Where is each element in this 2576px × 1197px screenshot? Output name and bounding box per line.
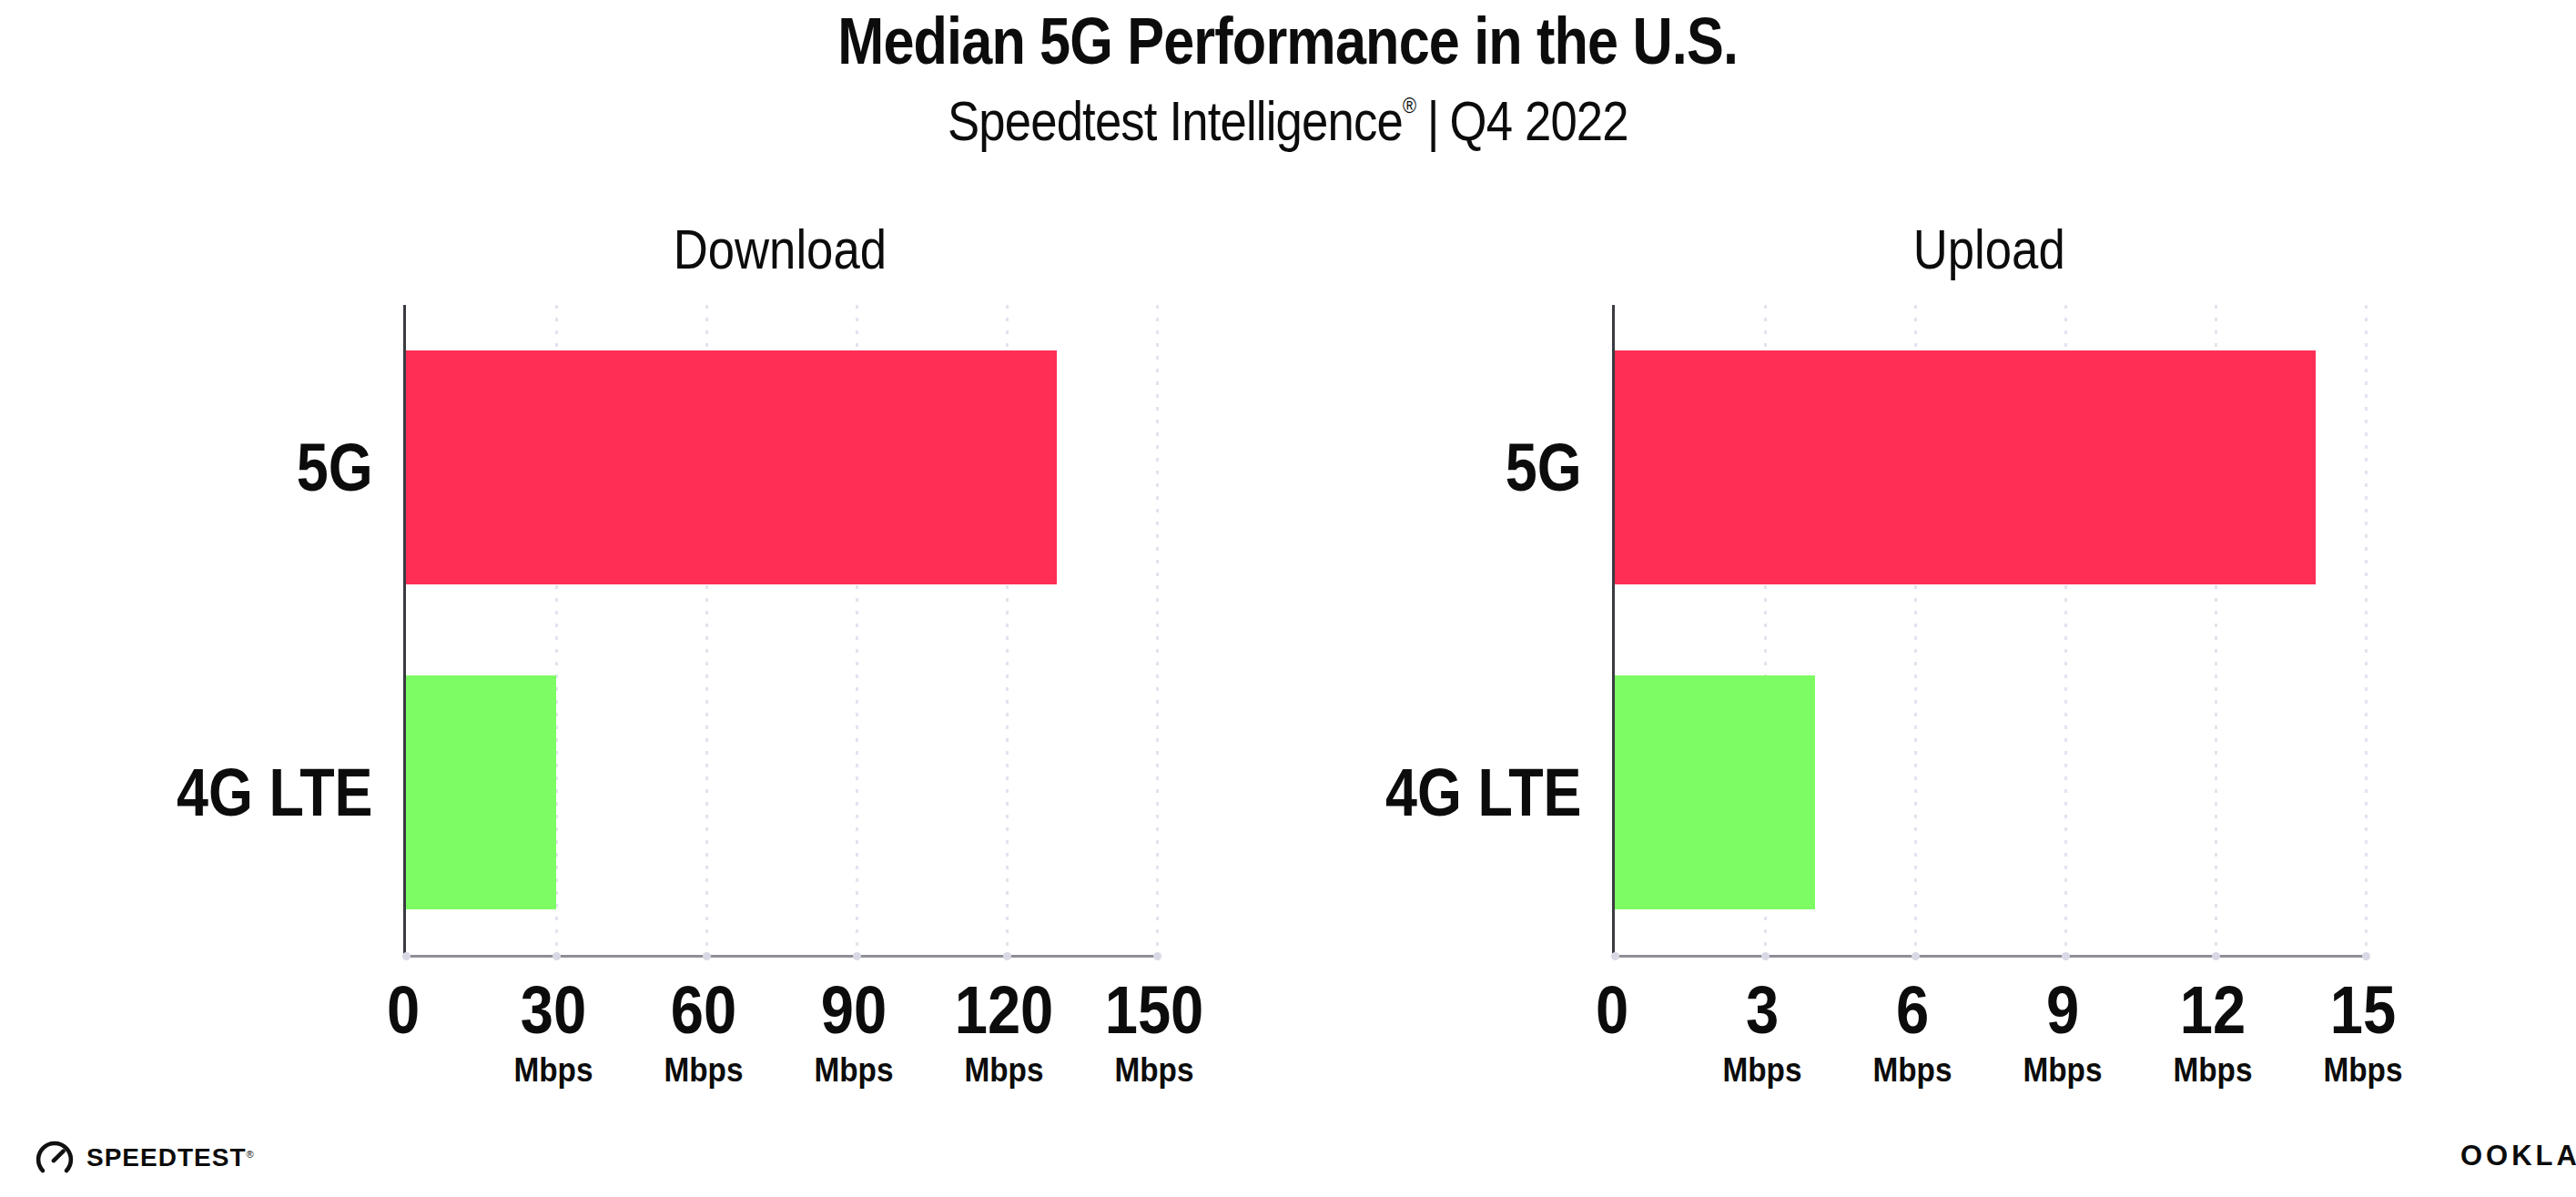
axis-tick-dot — [2362, 952, 2370, 960]
category-labels: 5G 4G LTE — [1172, 305, 1582, 955]
bar-4g-lte — [406, 675, 556, 910]
x-tick-value: 3 — [1723, 977, 1800, 1044]
x-tick-0: 0 — [1593, 960, 1630, 1044]
speedtest-logo-text: SPEEDTEST® — [86, 1145, 255, 1171]
chart-panel: Download 5G4G LTE 030Mbps60Mbps90Mbps120… — [0, 218, 1165, 1129]
page-title: Median 5G Performance in the U.S. — [0, 5, 2576, 77]
x-tick-3: 3 Mbps — [1719, 960, 1807, 1087]
axis-tick-dot — [1153, 952, 1161, 960]
x-tick-unit: Mbps — [2023, 1053, 2103, 1087]
axis-tick-dot — [703, 952, 711, 960]
chart-title-download: Download — [403, 218, 1157, 280]
registered-mark: ® — [1403, 93, 1416, 117]
ookla-logo: OOKLA® — [2460, 1141, 2576, 1170]
bar-5g — [1615, 350, 2316, 585]
x-tick-unit: Mbps — [953, 1053, 1054, 1087]
x-tick-value: 0 — [387, 977, 420, 1044]
x-tick-value: 90 — [815, 977, 892, 1044]
x-tick-unit: Mbps — [664, 1053, 744, 1087]
x-tick-120: 120 Mbps — [948, 960, 1060, 1087]
bar-4g-lte — [1615, 675, 1815, 910]
speedtest-logo: SPEEDTEST® — [33, 1134, 255, 1182]
axis-tick-dot — [1611, 952, 1619, 960]
x-tick-unit: Mbps — [815, 1053, 894, 1087]
axis-tick-dot — [1761, 952, 1770, 960]
plot-area — [1612, 305, 2366, 958]
page: Median 5G Performance in the U.S. Speedt… — [0, 0, 2576, 1197]
axis-tick-dot — [853, 952, 861, 960]
gridline — [2365, 305, 2368, 955]
x-tick-6: 6 Mbps — [1869, 960, 1957, 1087]
x-tick-value: 60 — [664, 977, 742, 1044]
x-tick-unit: Mbps — [1723, 1053, 1802, 1087]
speedtest-trademark: ® — [246, 1149, 254, 1160]
x-tick-60: 60 Mbps — [660, 960, 748, 1087]
x-tick-value: 0 — [1596, 977, 1628, 1044]
x-tick-15: 15 Mbps — [2319, 960, 2408, 1087]
x-tick-0: 0 — [384, 960, 421, 1044]
x-tick-9: 9 Mbps — [2019, 960, 2107, 1087]
x-axis-ticks: 030Mbps60Mbps90Mbps120Mbps150Mbps — [403, 960, 1154, 1124]
x-tick-value: 9 — [2023, 977, 2101, 1044]
chart-panel: Upload 5G4G LTE 03Mbps6Mbps9Mbps12Mbps15… — [1172, 218, 2374, 1129]
ookla-logo-text: OOKLA — [2460, 1140, 2576, 1172]
axis-tick-dot — [1912, 952, 1920, 960]
x-tick-value: 15 — [2324, 977, 2401, 1044]
x-tick-value: 120 — [955, 977, 1054, 1044]
category-label-4g-lte: 4G LTE — [1351, 759, 1582, 827]
category-label-5g: 5G — [283, 434, 373, 502]
x-tick-value: 12 — [2174, 977, 2251, 1044]
x-tick-unit: Mbps — [2174, 1053, 2253, 1087]
x-tick-unit: Mbps — [1873, 1053, 1952, 1087]
axis-tick-dot — [553, 952, 561, 960]
category-label-4g-lte: 4G LTE — [142, 759, 373, 827]
plot-area — [403, 305, 1157, 958]
speedtest-gauge-icon — [33, 1136, 76, 1180]
x-tick-12: 12 Mbps — [2169, 960, 2257, 1087]
subtitle-separator: | — [1416, 89, 1450, 152]
page-title-text: Median 5G Performance in the U.S. — [838, 5, 1739, 77]
axis-tick-dot — [402, 952, 411, 960]
subtitle-period: Q4 2022 — [1450, 89, 1628, 152]
gridline — [1156, 305, 1159, 955]
category-labels: 5G 4G LTE — [0, 305, 373, 955]
x-tick-30: 30 Mbps — [510, 960, 598, 1087]
axis-tick-dot — [2062, 952, 2070, 960]
x-tick-unit: Mbps — [514, 1053, 593, 1087]
x-tick-unit: Mbps — [2324, 1053, 2403, 1087]
axis-tick-dot — [2212, 952, 2220, 960]
x-tick-value: 6 — [1873, 977, 1951, 1044]
page-subtitle: Speedtest Intelligence®|Q4 2022 — [0, 87, 2576, 155]
x-tick-value: 30 — [514, 977, 592, 1044]
x-tick-90: 90 Mbps — [810, 960, 898, 1087]
bar-5g — [406, 350, 1057, 585]
axis-tick-dot — [1003, 952, 1011, 960]
category-label-5g: 5G — [1492, 434, 1582, 502]
chart-title-upload: Upload — [1612, 218, 2366, 280]
x-axis-ticks: 03Mbps6Mbps9Mbps12Mbps15Mbps — [1612, 960, 2363, 1124]
subtitle-brand: Speedtest Intelligence — [948, 89, 1403, 152]
